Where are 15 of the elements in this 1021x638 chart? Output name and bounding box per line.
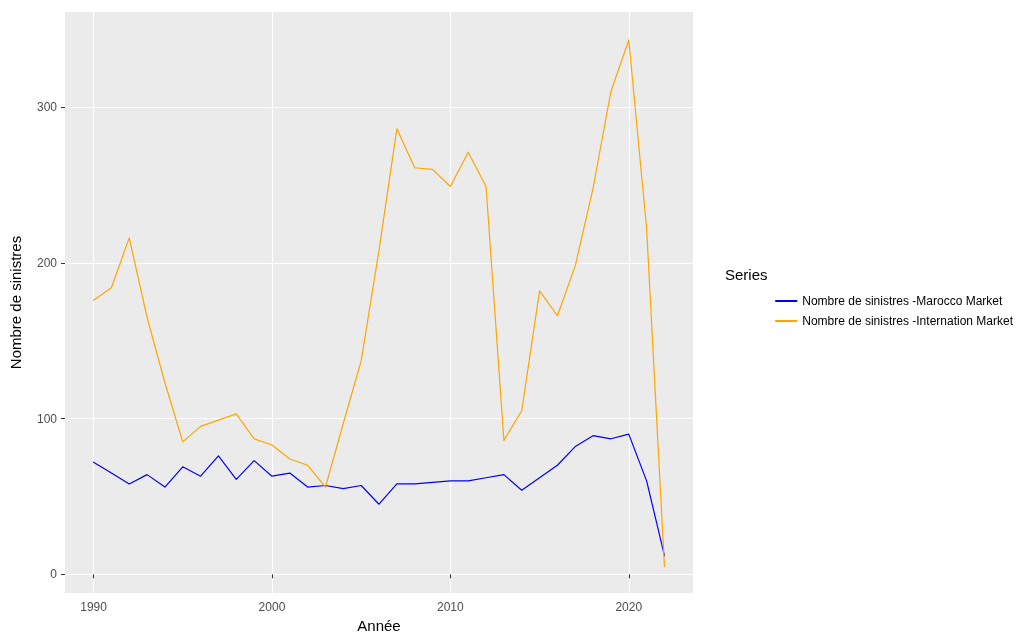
- y-tick-label: 100: [36, 411, 58, 426]
- line-series: [92, 433, 666, 557]
- legend-label: Nombre de sinistres -Internation Market: [802, 314, 1014, 328]
- y-tick-label: 300: [36, 100, 58, 115]
- x-tick-label: 1990: [80, 600, 108, 614]
- legend-label: Nombre de sinistres -Marocco Market: [802, 294, 1003, 308]
- y-tick-label: 200: [36, 255, 58, 270]
- y-tick-label: 0: [50, 567, 58, 582]
- x-tick-label: 2010: [437, 600, 465, 614]
- line-series: [92, 39, 666, 568]
- x-axis-title: Année: [357, 617, 401, 634]
- legend-title: Series: [725, 266, 768, 283]
- x-tick-label: 2000: [258, 600, 286, 614]
- x-tick-label: 2020: [615, 600, 643, 614]
- y-axis-title: Nombre de sinistres: [7, 235, 24, 370]
